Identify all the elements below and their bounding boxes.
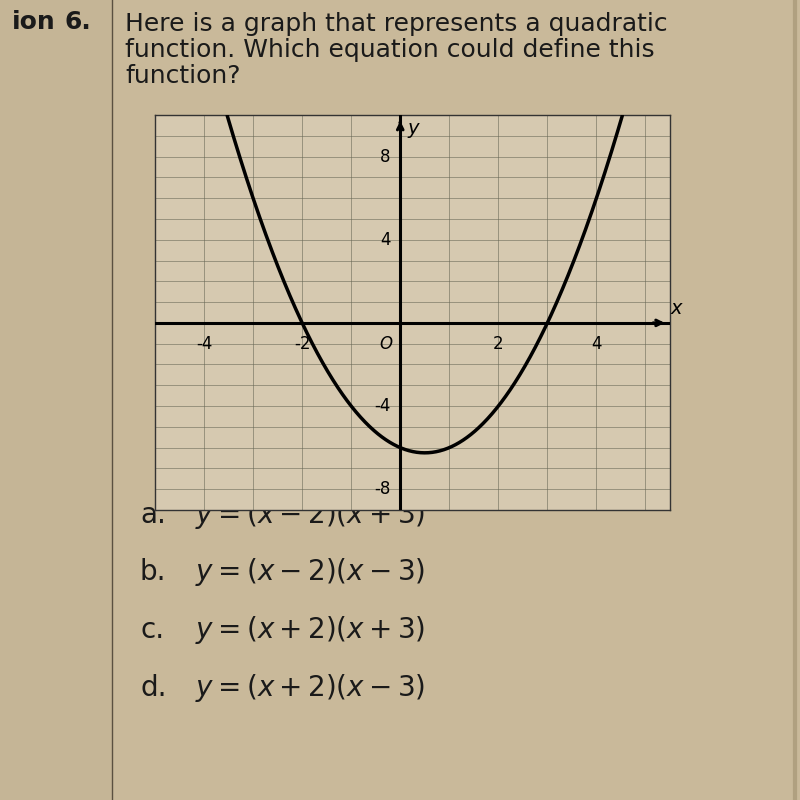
Text: -8: -8 <box>374 480 390 498</box>
Bar <box>0 0 112 800</box>
Text: function?: function? <box>125 64 241 88</box>
Text: Here is a graph that represents a quadratic: Here is a graph that represents a quadra… <box>125 12 668 36</box>
Text: 6.: 6. <box>65 10 92 34</box>
Text: 4: 4 <box>380 230 390 249</box>
Text: O: O <box>380 335 393 354</box>
Text: $y = (x + 2)(x + 3)$: $y = (x + 2)(x + 3)$ <box>195 614 426 646</box>
Text: 2: 2 <box>493 335 504 354</box>
Text: a.: a. <box>140 501 166 529</box>
Text: 8: 8 <box>380 147 390 166</box>
Text: 4: 4 <box>591 335 602 354</box>
Text: $y = (x - 2)(x - 3)$: $y = (x - 2)(x - 3)$ <box>195 556 426 588</box>
Text: -4: -4 <box>196 335 212 354</box>
Text: ion: ion <box>12 10 56 34</box>
Text: c.: c. <box>140 616 164 644</box>
Text: -2: -2 <box>294 335 310 354</box>
Text: $y = (x + 2)(x - 3)$: $y = (x + 2)(x - 3)$ <box>195 672 426 704</box>
Text: d.: d. <box>140 674 166 702</box>
Text: b.: b. <box>140 558 166 586</box>
Text: x: x <box>670 299 682 318</box>
Text: -4: -4 <box>374 397 390 415</box>
Text: function. Which equation could define this: function. Which equation could define th… <box>125 38 654 62</box>
Text: $y = (x - 2)(x + 3)$: $y = (x - 2)(x + 3)$ <box>195 499 426 531</box>
Text: y: y <box>407 119 419 138</box>
